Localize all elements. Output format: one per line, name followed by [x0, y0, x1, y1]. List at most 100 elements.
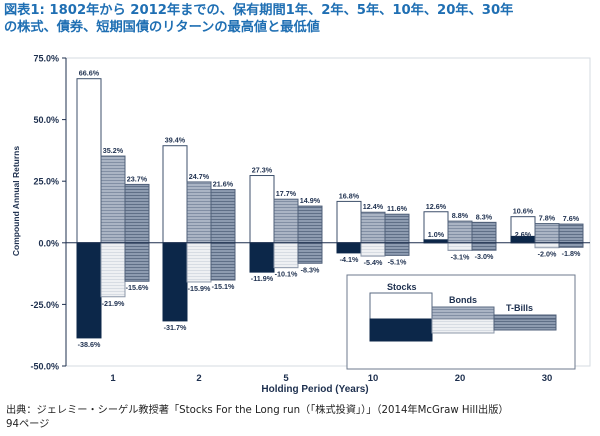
t-bills-max-label-2: 21.6%	[213, 180, 234, 189]
legend-label-tbills: T-Bills	[506, 303, 533, 313]
t-bills-min-bar-30	[558, 242, 584, 248]
bonds-min-label-1: -21.9%	[102, 299, 125, 308]
legend-bonds-max-swatch	[431, 306, 495, 320]
source-line-2: 94ページ	[6, 419, 50, 430]
bonds-max-label-1: 35.2%	[103, 146, 124, 155]
t-bills-max-bar-5	[297, 205, 323, 244]
bonds-max-bar-30	[534, 223, 560, 244]
bonds-min-bar-10	[360, 242, 386, 257]
t-bills-min-label-2: -15.1%	[212, 282, 235, 291]
x-tick-label-2: 2	[196, 373, 201, 384]
stocks-max-bar-1	[76, 78, 102, 244]
stocks-min-bar-1	[76, 242, 102, 339]
stocks-min-label-20: 1.0%	[428, 230, 445, 239]
t-bills-max-label-20: 8.3%	[476, 212, 493, 221]
t-bills-min-bar-10	[384, 242, 410, 256]
y-axis-title: Compound Annual Returns	[11, 146, 21, 256]
bonds-max-label-5: 17.7%	[276, 189, 297, 198]
stocks-max-bar-2	[162, 145, 188, 244]
stocks-min-bar-10	[336, 242, 362, 254]
t-bills-max-label-1: 23.7%	[127, 174, 148, 183]
bonds-max-bar-1	[100, 155, 126, 244]
t-bills-min-label-20: -3.0%	[475, 252, 494, 261]
stocks-max-label-1: 66.6%	[79, 69, 100, 78]
source-line-1: 出典：ジェレミー・シーゲル教授著「Stocks For the Long run…	[6, 405, 509, 416]
x-axis-title: Holding Period (Years)	[261, 384, 368, 395]
y-tick-label: 75.0%	[33, 54, 59, 64]
y-tick-label: 50.0%	[33, 115, 59, 125]
bonds-min-bar-5	[273, 242, 299, 269]
bonds-max-label-30: 7.8%	[539, 214, 556, 223]
y-tick-label: -25.0%	[30, 300, 59, 310]
stocks-max-bar-10	[336, 200, 362, 244]
bonds-min-label-10: -5.4%	[364, 258, 383, 267]
source-citation: 出典：ジェレミー・シーゲル教授著「Stocks For the Long run…	[6, 404, 509, 432]
stocks-min-bar-5	[249, 242, 275, 273]
x-tick-label-5: 5	[283, 373, 289, 384]
legend-bonds-min-swatch	[431, 318, 495, 334]
bonds-min-bar-30	[534, 242, 560, 249]
x-tick-label-10: 10	[368, 373, 379, 384]
stocks-max-label-30: 10.6%	[513, 207, 534, 216]
stocks-max-label-10: 16.8%	[339, 191, 360, 200]
stocks-min-label-5: -11.9%	[251, 274, 274, 283]
figure-title-line-2: の株式、債券、短期国債のリターンの最高値と最低値	[4, 20, 320, 35]
t-bills-max-bar-20	[471, 221, 497, 244]
t-bills-min-label-30: -1.8%	[562, 249, 581, 258]
stocks-max-bar-20	[423, 211, 449, 244]
legend-stocks-min-swatch	[369, 318, 433, 342]
legend-tbills-min-swatch	[493, 318, 557, 331]
t-bills-min-bar-5	[297, 242, 323, 264]
x-tick-label-1: 1	[110, 373, 116, 384]
t-bills-min-bar-20	[471, 242, 497, 251]
stocks-max-label-2: 39.4%	[165, 136, 186, 145]
t-bills-max-label-10: 11.6%	[387, 204, 408, 213]
legend-label-bonds: Bonds	[449, 295, 477, 305]
x-tick-labels: 1 2 5 10 20 30	[110, 373, 552, 384]
bonds-min-label-5: -10.1%	[275, 270, 298, 279]
bonds-max-label-10: 12.4%	[363, 202, 384, 211]
t-bills-max-bar-2	[210, 189, 236, 244]
t-bills-min-label-5: -8.3%	[301, 265, 320, 274]
bonds-max-label-2: 24.7%	[189, 172, 210, 181]
t-bills-min-label-1: -15.6%	[126, 283, 149, 292]
t-bills-max-bar-10	[384, 213, 410, 244]
t-bills-min-bar-2	[210, 242, 236, 281]
y-tick-label: 0.0%	[38, 238, 59, 248]
stocks-min-label-10: -4.1%	[340, 255, 359, 264]
t-bills-max-bar-1	[124, 183, 150, 244]
y-tick-label: -50.0%	[30, 362, 59, 372]
bonds-min-label-20: -3.1%	[451, 252, 470, 261]
x-tick-label-20: 20	[455, 373, 466, 384]
t-bills-min-label-10: -5.1%	[388, 257, 407, 266]
stocks-min-label-2: -31.7%	[164, 323, 187, 332]
bonds-max-bar-20	[447, 220, 473, 244]
bonds-min-bar-2	[186, 242, 212, 283]
y-tick-label: 25.0%	[33, 177, 59, 187]
stocks-min-bar-2	[162, 242, 188, 322]
legend-tbills-max-swatch	[493, 314, 557, 320]
legend: Stocks Bonds T-Bills	[346, 274, 576, 370]
x-tick-label-30: 30	[542, 373, 553, 384]
bonds-max-bar-5	[273, 198, 299, 244]
bonds-min-bar-1	[100, 242, 126, 298]
legend-label-stocks: Stocks	[387, 282, 417, 292]
stocks-max-bar-5	[249, 175, 275, 244]
bonds-max-bar-10	[360, 211, 386, 244]
t-bills-min-bar-1	[124, 242, 150, 282]
bonds-max-bar-2	[186, 181, 212, 244]
y-axis: -50.0% -25.0% 0.0% 25.0% 50.0% 75.0%	[30, 54, 67, 372]
stocks-max-label-20: 12.6%	[426, 202, 447, 211]
bonds-min-label-30: -2.0%	[538, 250, 557, 259]
stocks-max-label-5: 27.3%	[252, 166, 273, 175]
t-bills-max-label-30: 7.6%	[563, 214, 580, 223]
bonds-min-bar-20	[447, 242, 473, 251]
figure-title: 図表1: 1802年から 2012年までの、保有期間1年、2年、5年、10年、2…	[4, 2, 596, 36]
figure-title-line-1: 図表1: 1802年から 2012年までの、保有期間1年、2年、5年、10年、2…	[4, 3, 514, 18]
t-bills-max-label-5: 14.9%	[300, 196, 321, 205]
stocks-min-label-30: 2.6%	[515, 230, 532, 239]
bonds-min-label-2: -15.9%	[188, 284, 211, 293]
legend-stocks-max-swatch	[369, 292, 433, 320]
bar-labels-group: 66.6% -38.6% 35.2% -21.9% 23.7% -15.6% 39.4% -3…	[78, 69, 581, 349]
